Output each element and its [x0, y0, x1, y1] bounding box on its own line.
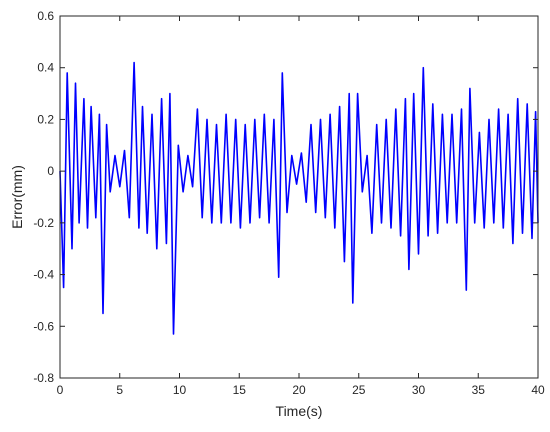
y-axis-ticks: -0.8 -0.6 -0.4 -0.2 0 0.2 0.4 0.6: [33, 9, 538, 385]
y-tick-label: 0.4: [37, 61, 54, 75]
y-tick-label: -0.6: [33, 319, 54, 333]
y-tick-label: -0.8: [33, 371, 54, 385]
x-tick-label: 10: [173, 383, 187, 397]
series-layer: [59, 61, 539, 335]
x-tick-label: 40: [531, 383, 545, 397]
x-tick-label: 15: [233, 383, 247, 397]
x-tick-label: 25: [352, 383, 366, 397]
x-tick-label: 30: [412, 383, 426, 397]
y-tick-label: 0.2: [37, 112, 54, 126]
y-tick-label: -0.2: [33, 216, 54, 230]
plot-frame: [59, 15, 539, 379]
x-tick-label: 35: [472, 383, 486, 397]
x-tick-label: 20: [292, 383, 306, 397]
y-tick-label: -0.4: [33, 268, 54, 282]
x-axis-label: Time(s): [276, 403, 323, 419]
x-axis-ticks: 0 5 10 15 20 25 30 35 40: [57, 16, 545, 397]
y-tick-label: 0: [47, 164, 54, 178]
y-axis-label: Error(mm): [9, 165, 25, 229]
x-tick-label: 5: [116, 383, 123, 397]
y-tick-label: 0.6: [37, 9, 54, 23]
x-tick-label: 0: [57, 383, 64, 397]
error-series-line: [59, 61, 539, 335]
